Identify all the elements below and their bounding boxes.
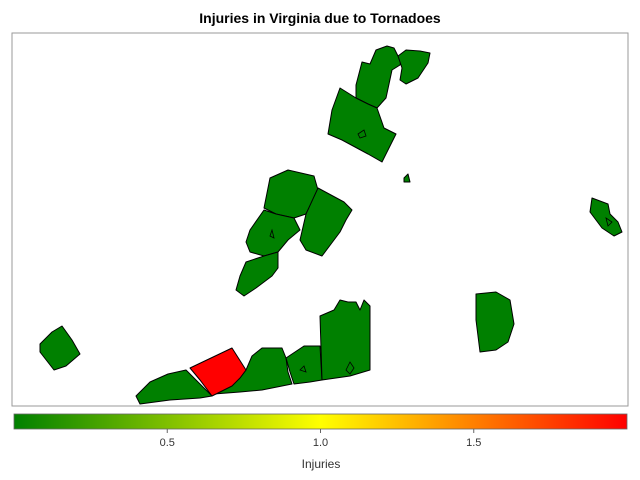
county-region: [475, 291, 515, 353]
county-region: [285, 345, 323, 385]
county-region: [235, 251, 279, 297]
inner-boundary: [345, 361, 355, 375]
county-region: [135, 369, 213, 405]
colorbar: 0.5 1.0 1.5 Injuries: [13, 413, 628, 471]
map-title: Injuries in Virginia due to Tornadoes: [199, 10, 441, 26]
inner-boundary: [357, 129, 367, 139]
county-region: [299, 187, 353, 257]
county-region: [589, 197, 623, 237]
county-region: [327, 87, 397, 163]
colorbar-tick-label: 0.5: [160, 437, 175, 449]
county-region: [189, 347, 247, 397]
colorbar-tick-label: 1.0: [313, 437, 328, 449]
county-region: [355, 45, 403, 109]
map-frame: [11, 32, 629, 407]
county-region: [39, 325, 81, 371]
inner-boundary: [299, 365, 307, 373]
colorbar-label: Injuries: [302, 457, 341, 471]
inner-boundary: [269, 228, 275, 239]
inner-boundary: [605, 217, 613, 227]
county-region: [403, 173, 411, 183]
county-region: [397, 49, 431, 85]
county-region: [319, 299, 371, 381]
colorbar-ticks: 0.5 1.0 1.5: [160, 429, 481, 449]
county-layer: [39, 45, 623, 405]
colorbar-tick-label: 1.5: [466, 437, 481, 449]
colorbar-gradient: [13, 413, 628, 430]
